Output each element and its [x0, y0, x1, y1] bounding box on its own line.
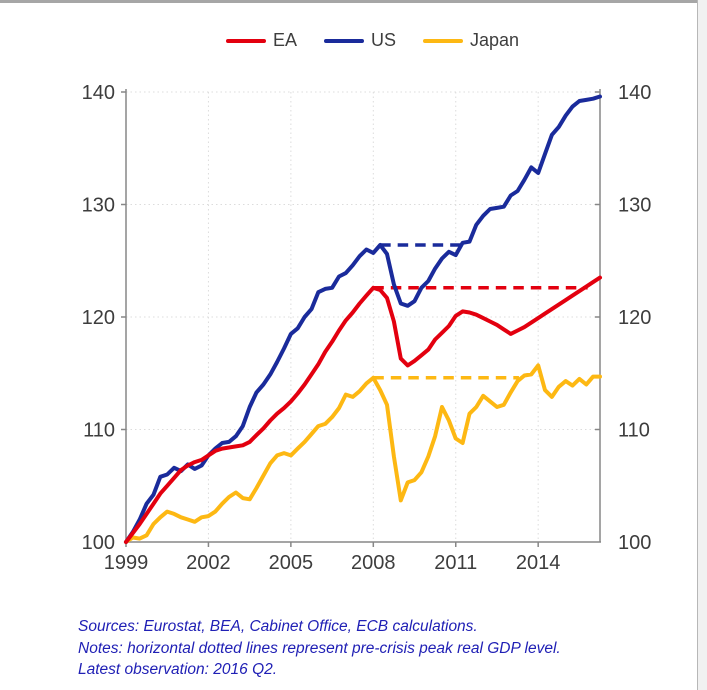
svg-text:2011: 2011: [434, 552, 477, 574]
legend-label-ea: EA: [272, 30, 297, 50]
svg-text:120: 120: [82, 307, 115, 329]
legend-item-japan: Japan: [422, 30, 520, 51]
svg-text:100: 100: [618, 532, 651, 554]
svg-text:2002: 2002: [186, 552, 231, 574]
legend-label-japan: Japan: [469, 30, 520, 50]
svg-text:100: 100: [82, 532, 115, 554]
y-axis-labels-left: 100 110 120 130 140: [82, 82, 115, 554]
latest-observation-note: Latest observation: 2016 Q2.: [78, 661, 278, 678]
svg-text:120: 120: [618, 307, 651, 329]
svg-text:1999: 1999: [104, 552, 149, 574]
svg-text:130: 130: [618, 195, 651, 217]
svg-text:2005: 2005: [269, 552, 314, 574]
window-right-edge: [697, 0, 707, 690]
window-top-edge: [0, 0, 707, 3]
us-line: [124, 94, 602, 544]
legend-item-ea: EA: [225, 30, 297, 51]
svg-text:2008: 2008: [351, 552, 396, 574]
legend-label-us: US: [370, 30, 396, 50]
axes: [121, 89, 601, 547]
svg-text:110: 110: [618, 420, 650, 442]
svg-text:2014: 2014: [516, 552, 561, 574]
sources-note: Sources: Eurostat, BEA, Cabinet Office, …: [78, 618, 478, 635]
x-axis-labels: 1999 2002 2005 2008 2011 2014: [104, 552, 561, 574]
y-axis-labels-right: 100 110 120 130 140: [618, 82, 651, 554]
chart-legend: EA US Japan: [0, 30, 707, 51]
svg-text:140: 140: [82, 82, 115, 104]
svg-text:140: 140: [618, 82, 651, 104]
japan-line: [124, 363, 602, 544]
japan-legend-line-swatch: [422, 38, 463, 43]
notes-note: Notes: horizontal dotted lines represent…: [78, 639, 561, 657]
svg-text:110: 110: [83, 420, 115, 442]
svg-text:130: 130: [82, 195, 115, 217]
chart-footnotes: Sources: Eurostat, BEA, Cabinet Office, …: [78, 616, 638, 681]
us-legend-line-swatch: [323, 38, 364, 43]
ea-legend-line-swatch: [225, 38, 266, 43]
gridlines: [126, 91, 600, 542]
legend-item-us: US: [323, 30, 396, 51]
ea-line: [124, 275, 602, 544]
